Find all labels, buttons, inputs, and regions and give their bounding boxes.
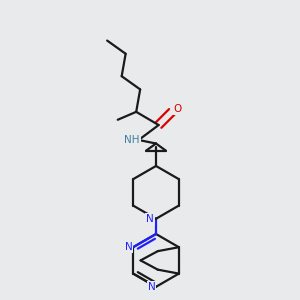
Text: NH: NH (124, 135, 140, 145)
Text: N: N (146, 214, 154, 224)
Text: O: O (173, 104, 182, 114)
Text: N: N (125, 242, 133, 252)
Text: N: N (148, 282, 155, 292)
